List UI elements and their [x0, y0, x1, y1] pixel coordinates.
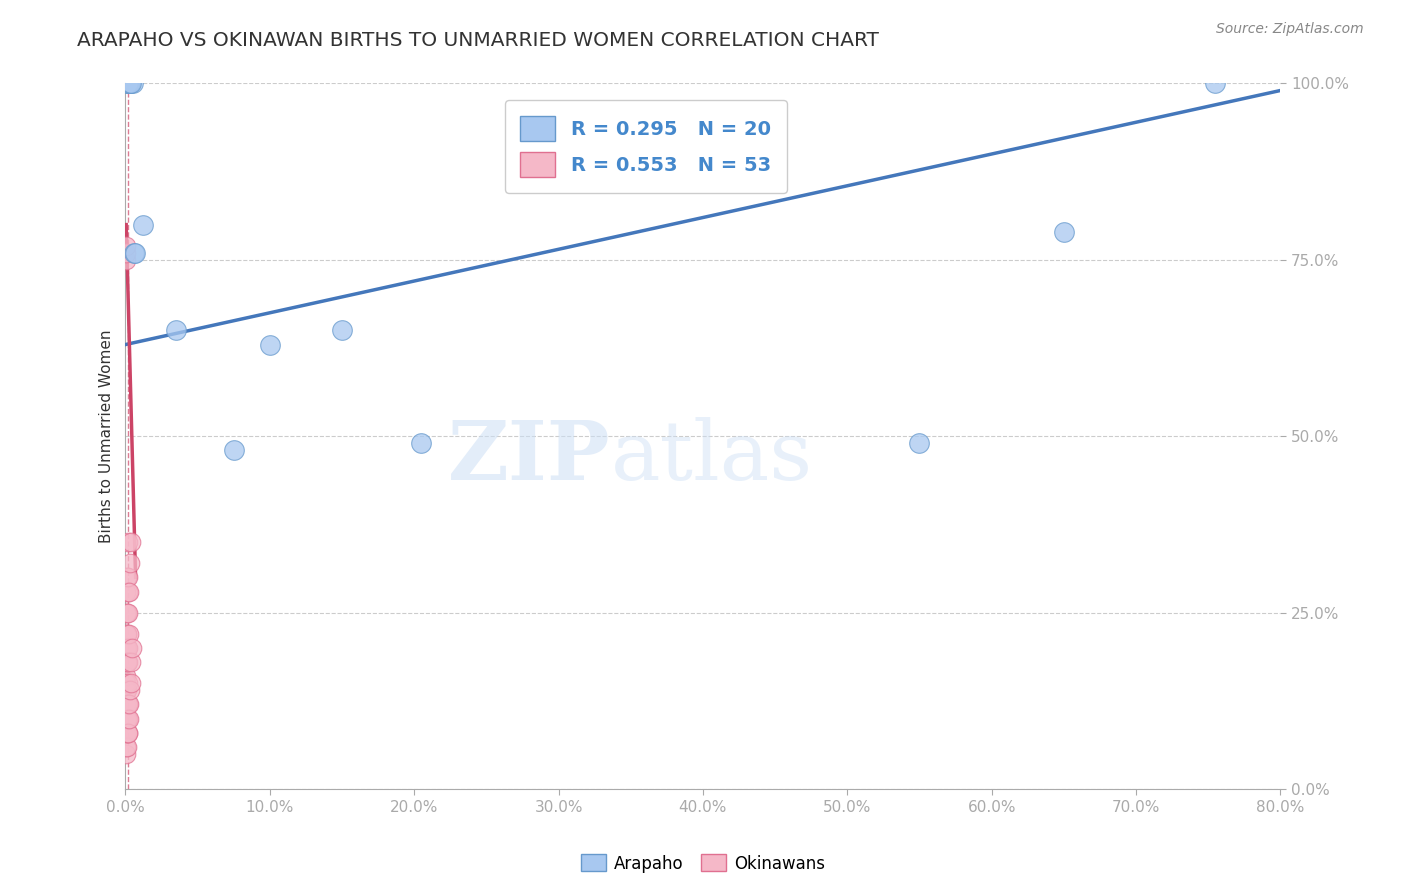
Point [117, 606, 139, 620]
Point [117, 570, 139, 584]
Point [117, 725, 139, 739]
Point [117, 535, 139, 549]
Point [115, 683, 138, 698]
Point [117, 725, 139, 739]
Text: atlas: atlas [610, 417, 813, 498]
Point [117, 725, 139, 739]
Point [118, 557, 141, 571]
Legend: R = 0.295   N = 20, R = 0.553   N = 53: R = 0.295 N = 20, R = 0.553 N = 53 [505, 100, 786, 193]
Y-axis label: Births to Unmarried Women: Births to Unmarried Women [100, 329, 114, 543]
Point [122, 245, 145, 260]
Point [115, 725, 138, 739]
Point [1204, 77, 1226, 91]
Point [115, 698, 138, 712]
Point [115, 655, 138, 669]
Point [117, 676, 139, 690]
Point [908, 436, 931, 450]
Point [117, 640, 139, 655]
Point [222, 443, 245, 458]
Point [115, 655, 138, 669]
Point [115, 712, 138, 726]
Point [115, 239, 138, 253]
Point [115, 627, 138, 641]
Point [115, 669, 138, 683]
Point [115, 739, 138, 754]
Point [118, 77, 141, 91]
Point [115, 640, 138, 655]
Point [115, 606, 138, 620]
Point [120, 676, 142, 690]
Point [117, 77, 139, 91]
Point [117, 655, 139, 669]
Point [115, 683, 138, 698]
Point [115, 584, 138, 599]
Point [132, 218, 155, 232]
Point [115, 627, 138, 641]
Point [115, 698, 138, 712]
Point [115, 712, 138, 726]
Point [1053, 225, 1076, 239]
Point [117, 570, 139, 584]
Point [117, 698, 139, 712]
Point [115, 712, 138, 726]
Point [115, 245, 138, 260]
Point [115, 739, 138, 754]
Point [117, 712, 139, 726]
Point [411, 436, 433, 450]
Point [118, 698, 141, 712]
Point [117, 698, 139, 712]
Point [115, 606, 138, 620]
Point [117, 584, 139, 599]
Text: Source: ZipAtlas.com: Source: ZipAtlas.com [1216, 22, 1364, 37]
Point [124, 245, 146, 260]
Point [121, 640, 143, 655]
Point [117, 77, 139, 91]
Text: ZIP: ZIP [449, 417, 610, 498]
Point [120, 77, 142, 91]
Point [117, 712, 139, 726]
Point [118, 77, 141, 91]
Point [115, 725, 138, 739]
Point [118, 584, 141, 599]
Point [259, 337, 281, 351]
Point [115, 747, 138, 761]
Point [118, 683, 141, 698]
Legend: Arapaho, Okinawans: Arapaho, Okinawans [575, 847, 831, 880]
Point [115, 252, 138, 267]
Point [330, 323, 353, 337]
Point [115, 640, 138, 655]
Point [117, 77, 139, 91]
Point [120, 535, 142, 549]
Point [117, 627, 139, 641]
Point [117, 77, 139, 91]
Point [165, 323, 187, 337]
Point [117, 712, 139, 726]
Point [117, 627, 139, 641]
Point [120, 655, 142, 669]
Point [122, 77, 145, 91]
Point [115, 676, 138, 690]
Point [115, 725, 138, 739]
Point [118, 77, 141, 91]
Text: ARAPAHO VS OKINAWAN BIRTHS TO UNMARRIED WOMEN CORRELATION CHART: ARAPAHO VS OKINAWAN BIRTHS TO UNMARRIED … [77, 31, 879, 50]
